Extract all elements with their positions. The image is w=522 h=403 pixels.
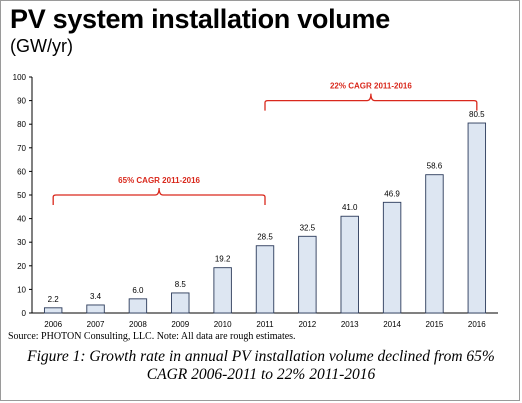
y-tick-label: 70	[17, 144, 26, 153]
data-label: 2.2	[48, 295, 60, 304]
y-tick-label: 90	[17, 97, 26, 106]
x-tick-label: 2008	[129, 320, 147, 329]
bar	[340, 215, 359, 314]
x-tick-label: 2013	[341, 320, 359, 329]
chart-title: PV system installation volume	[10, 4, 390, 34]
bar	[255, 245, 275, 314]
bar	[86, 304, 105, 314]
cagr-bracket	[52, 187, 266, 205]
data-label: 46.9	[384, 189, 400, 198]
bar	[298, 235, 317, 314]
x-tick-label: 2012	[298, 320, 316, 329]
data-label: 41.0	[342, 203, 358, 212]
data-label: 6.0	[132, 286, 144, 295]
x-tick-label: 2014	[383, 320, 401, 329]
bar	[128, 298, 148, 314]
x-tick-label: 2009	[171, 320, 189, 329]
y-tick-label: 50	[17, 191, 26, 200]
bars: 2.2 2006 3.4 2007 6.0 2008 8.5 2009 19.2 2010 28.5…	[43, 110, 487, 329]
x-tick-label: 2015	[426, 320, 444, 329]
y-tick-label: 80	[17, 120, 26, 129]
y-tick-label: 60	[17, 167, 26, 176]
bar	[43, 307, 63, 314]
x-tick-label: 2011	[256, 320, 274, 329]
y-tick-label: 30	[17, 238, 26, 247]
y-tick-label: 40	[17, 215, 26, 224]
y-tick-label: 10	[17, 285, 26, 294]
x-tick-label: 2006	[44, 320, 62, 329]
data-label: 32.5	[300, 223, 316, 232]
data-label: 58.6	[427, 162, 443, 171]
data-label: 80.5	[469, 110, 485, 119]
y-tick-label: 20	[17, 262, 26, 271]
bar-chart: 0 10 20 30 40 50 60 70 80 90 100 2.2 2006 3.4 2007 6.0…	[13, 73, 498, 329]
data-label: 28.5	[257, 233, 273, 242]
data-label: 3.4	[90, 292, 102, 301]
y-tick-label: 0	[22, 309, 27, 318]
bar	[382, 201, 402, 314]
data-label: 8.5	[175, 280, 187, 289]
cagr-annotation: 22% CAGR 2011-2016	[330, 82, 412, 91]
y-tick-label: 100	[13, 73, 27, 82]
source-note: Source: PHOTON Consulting, LLC. Note: Al…	[8, 331, 296, 342]
chart-subtitle: (GW/yr)	[10, 36, 73, 56]
bar	[171, 292, 190, 314]
y-axis: 0 10 20 30 40 50 60 70 80 90 100	[13, 73, 498, 318]
x-tick-label: 2010	[214, 320, 232, 329]
data-label: 19.2	[215, 255, 231, 264]
figure-caption: Figure 1: Growth rate in annual PV insta…	[27, 348, 495, 383]
annotations: 65% CAGR 2011-2016 22% CAGR 2011-2016	[52, 82, 478, 205]
x-tick-label: 2007	[87, 320, 105, 329]
bar	[467, 122, 487, 314]
bar	[213, 267, 232, 314]
x-tick-label: 2016	[468, 320, 486, 329]
cagr-bracket	[264, 93, 478, 111]
cagr-annotation: 65% CAGR 2011-2016	[118, 176, 200, 185]
bar	[425, 174, 444, 314]
